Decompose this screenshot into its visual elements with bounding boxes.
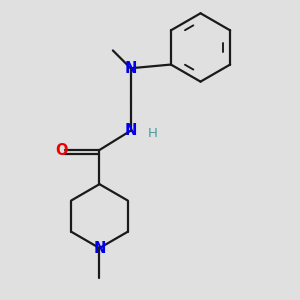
Text: O: O (56, 142, 68, 158)
Text: N: N (124, 61, 137, 76)
Text: N: N (124, 123, 137, 138)
Text: N: N (93, 241, 106, 256)
Text: H: H (148, 127, 158, 140)
